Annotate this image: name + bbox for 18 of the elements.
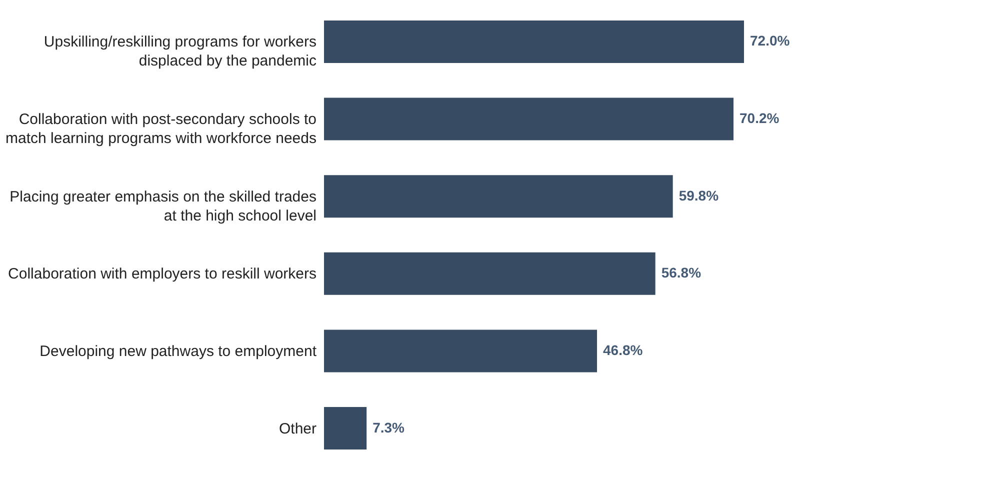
data-label: 46.8% bbox=[603, 342, 644, 358]
bar bbox=[324, 20, 744, 63]
data-label: 56.8% bbox=[661, 264, 702, 281]
bar bbox=[324, 98, 734, 140]
y-tick-label: Collaboration with employers to reskill workers bbox=[8, 266, 316, 283]
data-label: 70.2% bbox=[740, 110, 780, 126]
y-tick-label: Other bbox=[278, 420, 317, 438]
bar bbox=[324, 330, 597, 372]
data-label: 72.0% bbox=[750, 32, 790, 49]
data-label: 7.3% bbox=[372, 419, 406, 436]
bar bbox=[324, 252, 656, 295]
y-tick-label: Collaboration with post-secondary schools to match learning programs with workforce needs bbox=[6, 111, 316, 148]
bar bbox=[324, 407, 367, 450]
y-tick-label: Developing new pathways to employment bbox=[40, 342, 318, 360]
y-tick-label: Upskilling/reskilling programs for workers displaced by the pandemic bbox=[44, 34, 317, 70]
data-label: 59.8% bbox=[678, 187, 720, 204]
bar bbox=[324, 175, 673, 218]
y-tick-label: Placing greater emphasis on the skilled trades at the high school level bbox=[10, 188, 316, 224]
